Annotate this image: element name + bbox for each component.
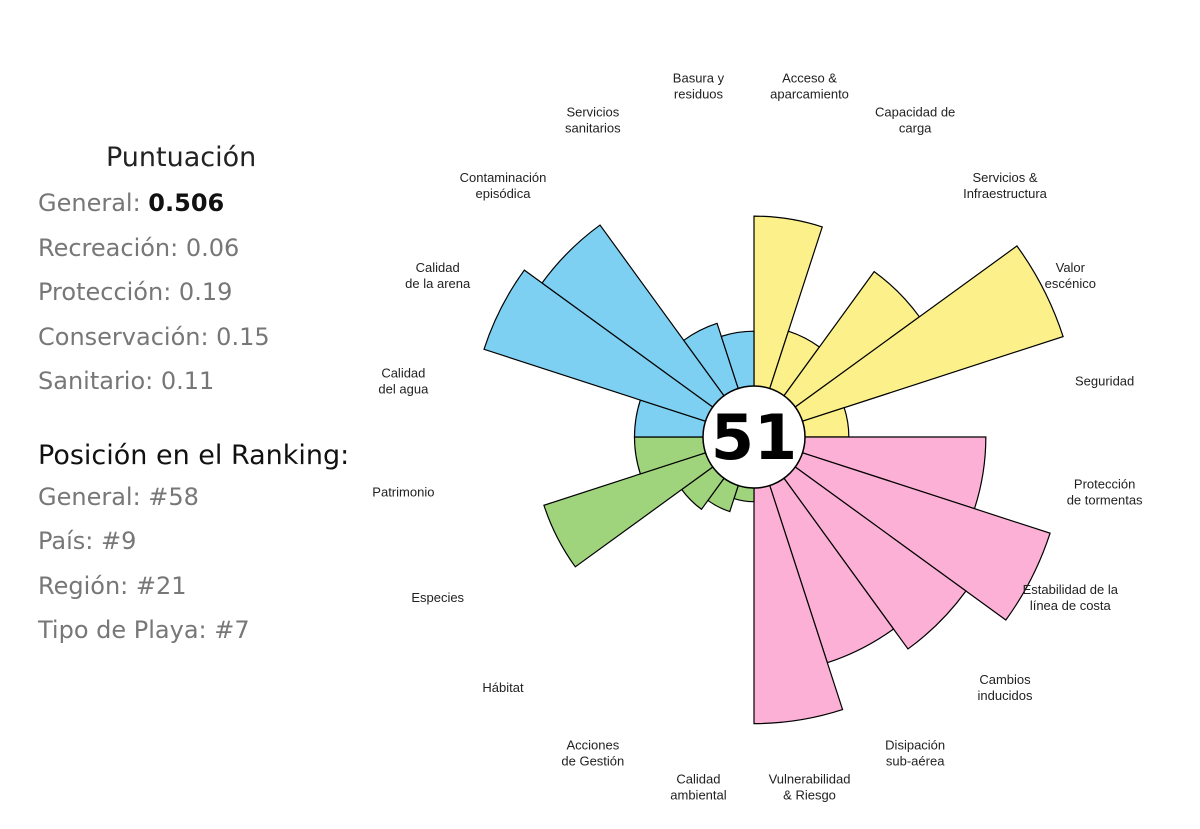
score-value: 0.06 bbox=[185, 233, 240, 262]
category-label-line: Infraestructura bbox=[963, 186, 1048, 201]
category-label-line: Cambios bbox=[979, 672, 1031, 687]
ranking-row-general: General: #58 bbox=[38, 475, 358, 520]
category-label: Vulnerabilidad & Riesgo bbox=[769, 772, 851, 803]
category-label: Calidad ambiental bbox=[670, 772, 726, 803]
category-label: Seguridad bbox=[1075, 373, 1134, 388]
category-label: Valor escénico bbox=[1045, 260, 1096, 291]
category-label-line: Disipación bbox=[885, 737, 945, 752]
score-panel: Puntuación General: 0.506 Recreación: 0.… bbox=[38, 142, 358, 653]
category-label-layer: Acceso & aparcamiento Capacidad de carga Ser… bbox=[372, 70, 1143, 802]
category-label-line: escénico bbox=[1045, 276, 1096, 291]
ranking-value: #21 bbox=[135, 571, 187, 600]
score-label: Conservación: bbox=[38, 322, 217, 351]
category-label: Protección de tormentas bbox=[1067, 477, 1143, 508]
center-circle bbox=[702, 385, 806, 489]
category-label-line: sanitarios bbox=[565, 121, 621, 136]
category-label-line: Vulnerabilidad bbox=[769, 772, 851, 787]
center-score: 51 bbox=[711, 401, 797, 474]
category-label: Contaminación episódica bbox=[460, 170, 547, 201]
category-label-line: episódica bbox=[476, 186, 532, 201]
category-label-line: Estabilidad de la bbox=[1023, 582, 1119, 597]
score-label: Sanitario: bbox=[38, 367, 161, 395]
score-row-recreacion: Recreación: 0.06 bbox=[38, 226, 358, 271]
category-label-line: Servicios bbox=[566, 105, 619, 120]
category-label-line: Calidad bbox=[416, 260, 460, 275]
category-label-line: del agua bbox=[378, 381, 429, 396]
score-value: 0.506 bbox=[148, 189, 225, 217]
score-title: Puntuación bbox=[106, 142, 257, 173]
score-row-sanitario: Sanitario: 0.11 bbox=[38, 359, 358, 404]
category-label-line: Calidad bbox=[381, 365, 425, 380]
category-label-line: residuos bbox=[674, 86, 724, 101]
category-label-line: de Gestión bbox=[561, 753, 624, 768]
score-value: 0.15 bbox=[216, 322, 270, 351]
category-label: Especies bbox=[411, 590, 464, 605]
ranking-value: #9 bbox=[101, 527, 137, 555]
category-label-line: de tormentas bbox=[1067, 493, 1143, 508]
category-label-line: Hábitat bbox=[482, 680, 524, 695]
category-label-line: Servicios & bbox=[973, 170, 1038, 185]
ranking-list: General: #58 País: #9 Región: #21 Tipo d… bbox=[38, 475, 358, 653]
ranking-value: #58 bbox=[148, 482, 199, 511]
score-label: General: bbox=[38, 189, 149, 217]
category-label-line: Capacidad de bbox=[875, 105, 955, 120]
ranking-title: Posición en el Ranking: bbox=[38, 439, 350, 471]
category-label-line: & Riesgo bbox=[783, 788, 836, 803]
category-label-line: Seguridad bbox=[1075, 373, 1134, 388]
category-label: Patrimonio bbox=[372, 485, 434, 500]
category-label-line: Contaminación bbox=[460, 170, 547, 185]
score-row-general: General: 0.506 bbox=[38, 181, 358, 226]
category-label: Basura y residuos bbox=[673, 70, 725, 101]
category-label: Disipación sub-aérea bbox=[885, 737, 945, 768]
ranking-value: #7 bbox=[214, 616, 250, 644]
category-label-line: Acceso & bbox=[782, 70, 837, 85]
category-label-line: aparcamiento bbox=[770, 86, 849, 101]
score-row-conservacion: Conservación: 0.15 bbox=[38, 315, 358, 360]
category-label-line: Basura y bbox=[673, 70, 725, 85]
category-label: Calidad del agua bbox=[378, 365, 429, 396]
category-label-line: Protección bbox=[1074, 477, 1135, 492]
category-label-line: inducidos bbox=[978, 688, 1033, 703]
category-label-line: Acciones bbox=[566, 737, 619, 752]
wedge-bar bbox=[543, 452, 714, 568]
category-label: Servicios & Infraestructura bbox=[963, 170, 1048, 201]
score-label: Recreación: bbox=[38, 233, 186, 262]
ranking-row-region: Región: #21 bbox=[38, 564, 358, 609]
category-label: Acceso & aparcamiento bbox=[770, 70, 849, 101]
category-label-line: línea de costa bbox=[1030, 598, 1112, 613]
ranking-row-pais: País: #9 bbox=[38, 519, 358, 564]
score-row-proteccion: Protección: 0.19 bbox=[38, 270, 358, 315]
score-list: General: 0.506 Recreación: 0.06 Protecci… bbox=[38, 181, 358, 404]
category-label: Calidad de la arena bbox=[405, 260, 471, 291]
score-value: 0.11 bbox=[160, 367, 215, 395]
wedge-layer bbox=[483, 215, 1064, 725]
category-label: Estabilidad de la línea de costa bbox=[1023, 582, 1119, 613]
score-label: Protección: bbox=[38, 278, 179, 306]
category-label-line: Especies bbox=[411, 590, 464, 605]
category-label-line: Calidad bbox=[676, 772, 720, 787]
ranking-label: Tipo de Playa: bbox=[38, 616, 215, 644]
ranking-label: General: bbox=[38, 482, 149, 511]
category-label-line: ambiental bbox=[670, 788, 726, 803]
category-label: Cambios inducidos bbox=[978, 672, 1033, 703]
score-value: 0.19 bbox=[178, 278, 233, 306]
category-label: Acciones de Gestión bbox=[561, 737, 624, 768]
ranking-row-tipo-playa: Tipo de Playa: #7 bbox=[38, 608, 358, 653]
category-label-line: de la arena bbox=[405, 276, 471, 291]
category-label: Capacidad de carga bbox=[875, 105, 955, 136]
category-label-line: Valor bbox=[1056, 260, 1086, 275]
category-label-line: carga bbox=[899, 121, 932, 136]
ranking-label: Región: bbox=[38, 571, 136, 600]
category-label-line: sub-aérea bbox=[886, 753, 945, 768]
category-label: Hábitat bbox=[482, 680, 524, 695]
ranking-label: País: bbox=[38, 527, 101, 555]
category-label: Servicios sanitarios bbox=[565, 105, 621, 136]
category-label-line: Patrimonio bbox=[372, 485, 434, 500]
